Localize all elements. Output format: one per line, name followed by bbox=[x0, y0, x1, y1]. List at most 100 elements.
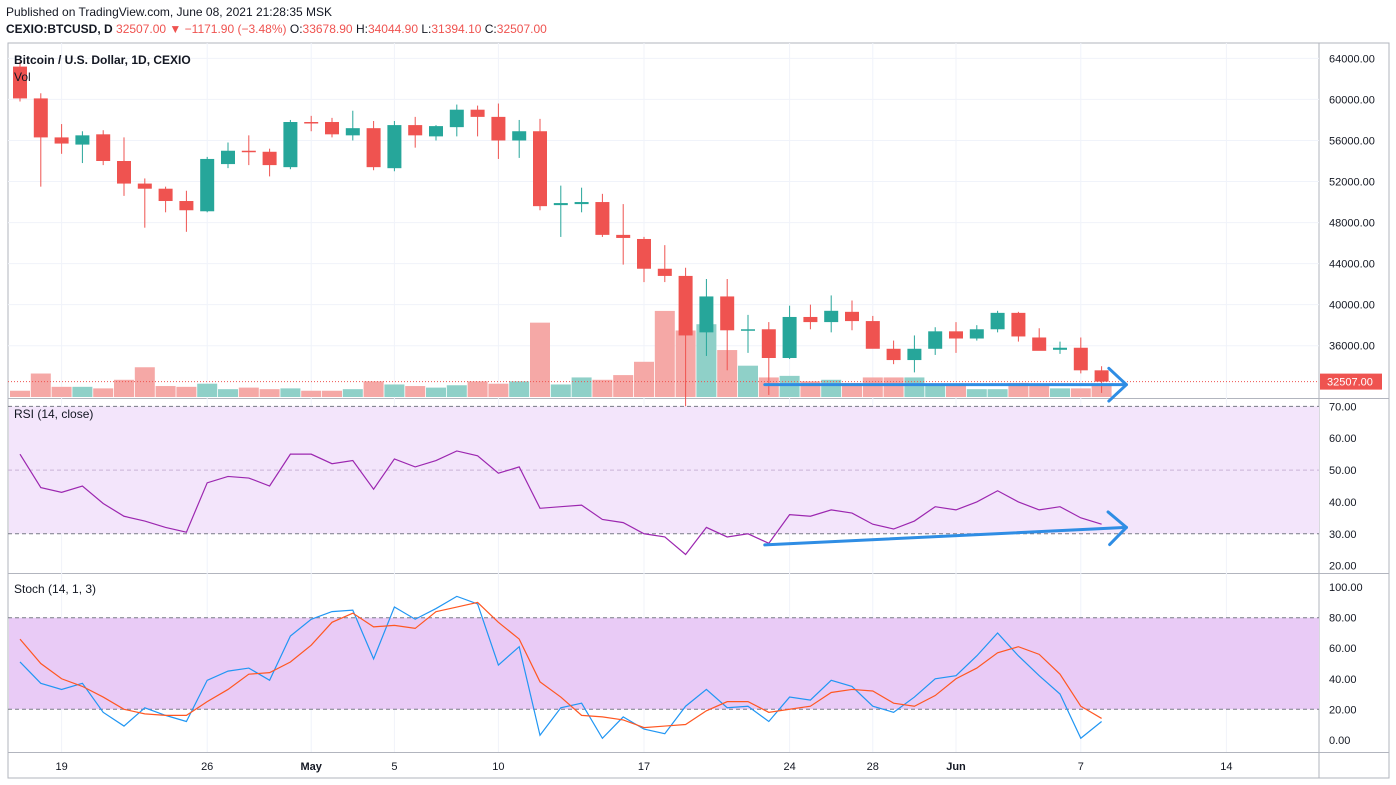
stoch-pane: 100.00 80.00 60.00 40.00 20.00 0.00 Stoch (14,… bbox=[8, 582, 1363, 747]
volume-bar bbox=[530, 322, 550, 397]
rsi-pane-tick-label: 40.00 bbox=[1329, 497, 1357, 509]
candle-body bbox=[345, 128, 360, 136]
candle bbox=[13, 61, 27, 102]
high-label: H: bbox=[355, 22, 368, 36]
volume-bar bbox=[176, 386, 197, 397]
stoch-pane-series-1 bbox=[19, 601, 1102, 729]
volume-bar bbox=[426, 387, 446, 397]
down-triangle-icon: ▼ bbox=[169, 22, 182, 36]
candle-body bbox=[221, 150, 235, 165]
time-tick-label: 5 bbox=[391, 761, 397, 773]
candle-body bbox=[491, 116, 506, 141]
volume-bar bbox=[592, 379, 613, 397]
candle-body bbox=[949, 331, 963, 339]
candle-body bbox=[304, 122, 319, 124]
arrow-head bbox=[1107, 366, 1128, 403]
volume-bar bbox=[322, 390, 342, 397]
volume-bar bbox=[571, 377, 592, 397]
candle-body bbox=[54, 137, 69, 144]
candle bbox=[512, 119, 527, 158]
volume-bar bbox=[342, 389, 363, 397]
volume-bar bbox=[114, 379, 134, 397]
candle-body bbox=[408, 125, 423, 136]
low-label: L: bbox=[421, 22, 432, 36]
candle-body bbox=[96, 134, 111, 161]
volume-bar bbox=[842, 382, 862, 397]
candle bbox=[449, 104, 464, 137]
candle-body bbox=[1032, 337, 1047, 351]
high-value: 34044.90 bbox=[367, 22, 418, 36]
volume-bar bbox=[363, 381, 384, 397]
stoch-pane-tick-label: 20.00 bbox=[1329, 704, 1357, 716]
candle-body bbox=[803, 316, 818, 323]
volume-bar bbox=[987, 389, 1008, 397]
price-tick-label: 40000.00 bbox=[1329, 300, 1375, 312]
candle-body bbox=[512, 131, 527, 141]
indicator-band bbox=[9, 617, 1319, 710]
candle-body bbox=[553, 203, 568, 206]
low-value: 31394.10 bbox=[431, 22, 482, 36]
candle-body bbox=[720, 296, 735, 331]
volume-bar bbox=[72, 386, 93, 397]
volume-bar bbox=[550, 384, 571, 397]
candle bbox=[865, 315, 880, 349]
candle-body bbox=[1011, 312, 1026, 337]
volume-bar bbox=[717, 350, 738, 397]
stoch-pane-series-0 bbox=[19, 595, 1102, 740]
candle bbox=[470, 105, 485, 137]
price-pane-title: Bitcoin / U.S. Dollar, 1D, CEXIO bbox=[14, 53, 191, 67]
candle-body bbox=[1073, 347, 1088, 371]
stoch-pane-title: Stoch (14, 1, 3) bbox=[14, 582, 96, 596]
candle bbox=[179, 190, 194, 232]
candle-body bbox=[1094, 370, 1109, 382]
candle-body bbox=[741, 329, 755, 331]
volume-bar bbox=[280, 388, 301, 397]
time-tick-label: 10 bbox=[492, 761, 504, 773]
volume-bar bbox=[301, 390, 322, 397]
candle-body bbox=[886, 348, 901, 361]
volume-bar bbox=[134, 367, 155, 397]
candle-body bbox=[595, 202, 610, 235]
candle bbox=[304, 115, 319, 132]
candle bbox=[387, 120, 402, 172]
candle-body bbox=[117, 161, 131, 184]
price-tick-label: 36000.00 bbox=[1329, 341, 1375, 353]
candle-body bbox=[200, 158, 215, 212]
time-tick-label: 17 bbox=[638, 761, 650, 773]
candle bbox=[533, 118, 547, 211]
volume-bar bbox=[779, 375, 800, 397]
candle bbox=[137, 178, 152, 228]
candle bbox=[699, 279, 714, 356]
rsi-divergence-arrow bbox=[763, 510, 1128, 547]
candle-body bbox=[325, 122, 339, 135]
price-tick-label: 48000.00 bbox=[1329, 218, 1375, 230]
candle-body bbox=[158, 188, 173, 202]
price-tick-label: 64000.00 bbox=[1329, 53, 1375, 65]
candle bbox=[969, 325, 984, 341]
time-tick-label: 14 bbox=[1220, 761, 1232, 773]
price-tick-label: 56000.00 bbox=[1329, 135, 1375, 147]
volume-bar bbox=[238, 387, 259, 397]
candle bbox=[1032, 328, 1047, 351]
candle bbox=[262, 148, 277, 177]
stoch-pane-tick-label: 0.00 bbox=[1329, 735, 1350, 747]
time-tick-label: May bbox=[300, 761, 322, 773]
volume-bar bbox=[51, 386, 72, 397]
volume-bar bbox=[446, 385, 467, 397]
candle bbox=[803, 304, 818, 330]
volume-bar bbox=[883, 377, 904, 397]
time-tick-label: 24 bbox=[783, 761, 795, 773]
rsi-pane-tick-label: 30.00 bbox=[1329, 529, 1357, 541]
candle bbox=[782, 305, 797, 360]
volume-bar bbox=[93, 388, 114, 397]
published-caption: Published on TradingView.com, June 08, 2… bbox=[6, 5, 332, 19]
arrow-shaft bbox=[763, 525, 1128, 547]
candle bbox=[408, 116, 423, 148]
candle bbox=[54, 124, 69, 154]
open-value: 33678.90 bbox=[302, 22, 353, 36]
stoch-pane-tick-label: 60.00 bbox=[1329, 643, 1357, 655]
volume-bar bbox=[197, 383, 218, 397]
candle bbox=[33, 93, 48, 187]
candle-body bbox=[470, 109, 485, 117]
